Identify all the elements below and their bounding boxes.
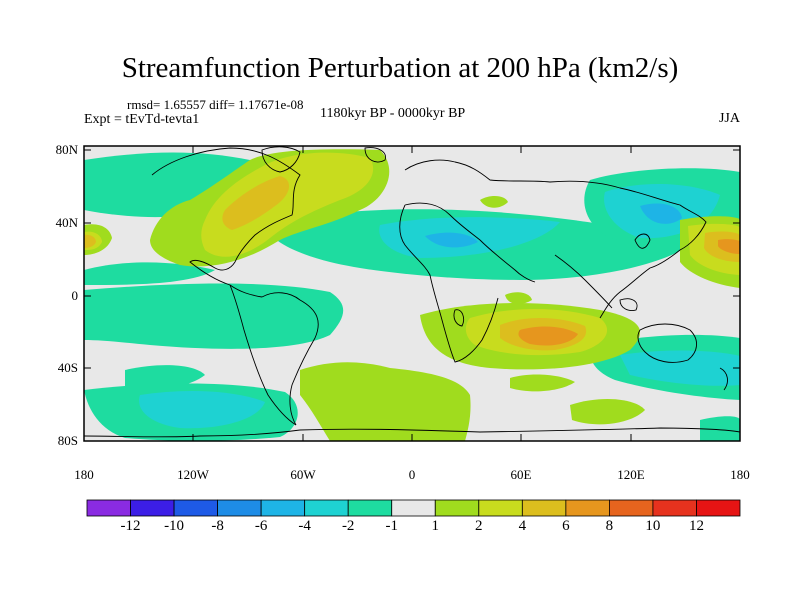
lon-label-180e: 180 xyxy=(730,467,750,482)
colorbar-label: 12 xyxy=(688,518,704,534)
lat-ticks xyxy=(84,149,740,442)
colorbar-swatch xyxy=(609,499,654,517)
colorbar-label: -4 xyxy=(298,518,311,534)
map-title: Streamfunction Perturbation at 200 hPa (… xyxy=(121,52,679,84)
stats-label: rmsd= 1.65557 diff= 1.17671e-08 xyxy=(127,97,304,112)
colorbar-swatch xyxy=(304,499,349,517)
colorbar-label: 2 xyxy=(475,518,483,534)
colorbar-swatch xyxy=(86,499,131,517)
season-label: JJA xyxy=(718,111,740,126)
lat-label-eq: 0 xyxy=(71,288,79,303)
colorbar-swatch xyxy=(652,499,697,517)
positive-band-4 xyxy=(518,239,740,346)
colorbar-label: 4 xyxy=(518,518,527,534)
lat-label-40s: 40S xyxy=(57,360,78,375)
period-label: 1180kyr BP - 0000kyr BP xyxy=(320,106,466,121)
colorbar-swatch xyxy=(130,499,175,517)
colorbar-swatch xyxy=(478,499,523,517)
lat-label-40n: 40N xyxy=(55,215,78,230)
colorbar-label: -12 xyxy=(120,518,141,534)
lat-label-80s: 80S xyxy=(57,433,78,448)
colorbar-label: 8 xyxy=(605,518,614,534)
lon-label-120e: 120E xyxy=(617,467,645,482)
colorbar-label: -8 xyxy=(211,518,224,534)
experiment-label: Expt = tEvTd-tevta1 xyxy=(84,112,200,127)
colorbar-swatch xyxy=(173,499,218,517)
lon-label-120w: 120W xyxy=(177,467,209,482)
colorbar-label: -6 xyxy=(254,518,268,534)
lon-label-0: 0 xyxy=(408,467,416,482)
negative-band-3 xyxy=(425,203,682,248)
colorbar-swatch xyxy=(521,499,567,517)
colorbar-label: -2 xyxy=(341,518,355,534)
colorbar-swatch xyxy=(347,499,393,517)
lon-label-60e: 60E xyxy=(510,467,532,482)
lat-label-80n: 80N xyxy=(55,142,78,157)
colorbar-swatch xyxy=(217,499,262,517)
field-layer xyxy=(84,146,740,441)
lon-label-180w: 180 xyxy=(74,467,94,482)
colorbar-swatch xyxy=(696,499,741,517)
colorbar-label: 1 xyxy=(431,518,440,534)
lon-label-60w: 60W xyxy=(290,467,316,482)
colorbar-label: -1 xyxy=(385,518,398,534)
colorbar-label: 6 xyxy=(562,518,570,534)
colorbar-swatch xyxy=(434,499,480,517)
colorbar-swatch xyxy=(391,499,436,517)
colorbar-label: -10 xyxy=(164,518,185,534)
colorbar-swatch xyxy=(260,499,306,517)
lon-ticks xyxy=(83,146,741,441)
coastlines xyxy=(84,146,740,438)
colorbar-label: 10 xyxy=(645,518,661,534)
colorbar xyxy=(86,499,741,517)
colorbar-swatch xyxy=(565,499,610,517)
